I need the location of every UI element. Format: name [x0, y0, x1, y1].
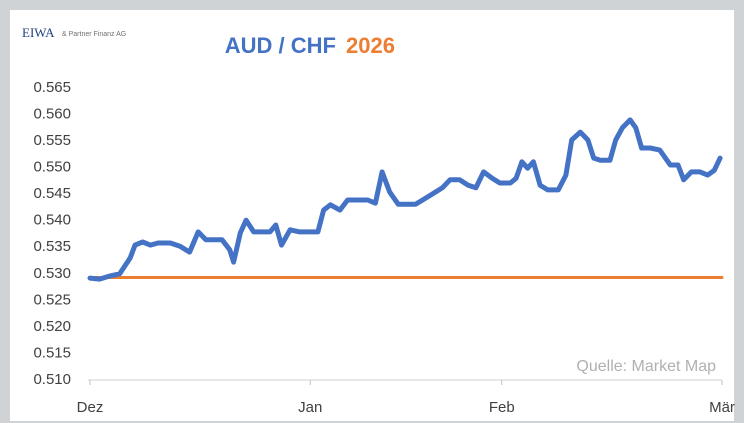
- logo-name: EIWA: [22, 25, 55, 40]
- x-tick-label: Feb: [489, 399, 515, 416]
- y-tick-label: 0.530: [33, 265, 71, 282]
- y-tick-label: 0.525: [33, 291, 71, 308]
- chart-title-year: 2026: [346, 33, 395, 58]
- y-tick-label: 0.520: [33, 318, 71, 335]
- y-tick-label: 0.565: [33, 79, 71, 96]
- y-tick-label: 0.560: [33, 106, 71, 123]
- x-tick-label: Jan: [298, 399, 322, 416]
- x-tick-label: Mär: [709, 399, 735, 416]
- x-tick-label: Dez: [77, 399, 104, 416]
- series-line: [87, 117, 723, 282]
- source-note: Quelle: Market Map: [576, 358, 716, 375]
- y-tick-label: 0.555: [33, 132, 71, 149]
- y-tick-label: 0.540: [33, 212, 71, 229]
- logo-subtitle: & Partner Finanz AG: [62, 31, 126, 38]
- y-tick-label: 0.545: [33, 185, 71, 202]
- y-tick-label: 0.515: [33, 344, 71, 361]
- y-tick-label: 0.510: [33, 371, 71, 388]
- y-tick-label: 0.535: [33, 238, 71, 255]
- chart-title: AUD / CHF: [225, 33, 336, 58]
- chart-panel: [10, 10, 734, 421]
- y-tick-label: 0.550: [33, 159, 71, 176]
